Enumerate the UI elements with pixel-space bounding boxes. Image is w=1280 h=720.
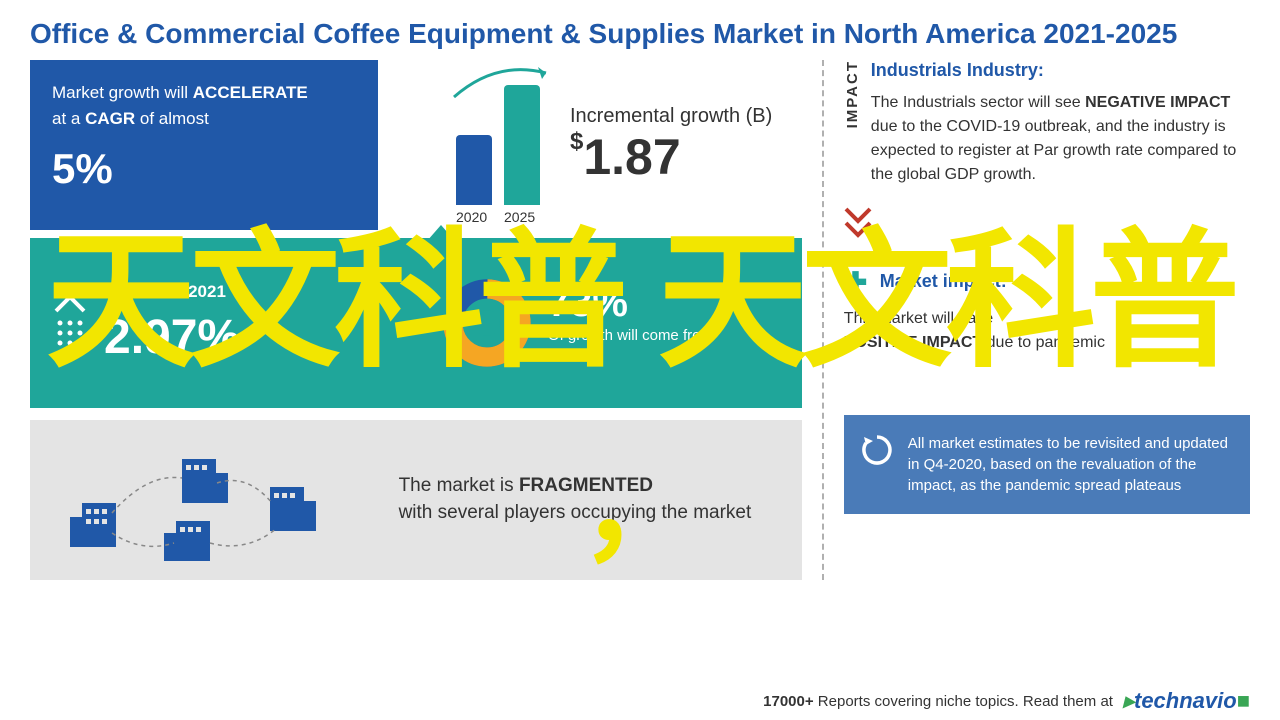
brand-name: technavio [1134,688,1237,713]
fragmented-panel: The market is FRAGMENTED with several pl… [30,420,802,580]
currency-symbol: $ [570,128,583,155]
us-text-lines: Of growth will come from US [548,326,713,365]
impact-label-rotated: IMPACT [844,60,861,128]
incremental-growth-panel: 2020 2025 Incremental growth (B) $1.87 [386,60,802,230]
ind-body-2: due to the COVID-19 outbreak, and the in… [871,118,1237,183]
mkt-body-2: due to pandemic [987,334,1105,351]
us-line2: US [548,347,569,364]
us-share-text: 73% Of growth will come from US [548,281,713,365]
cagr-line2: at a [52,109,80,128]
page-title: Office & Commercial Coffee Equipment & S… [0,0,1280,60]
main-content: Market growth will ACCELERATE at a CAGR … [0,60,1280,580]
ind-negative: NEGATIVE IMPACT [1085,94,1230,111]
industry-title: Industrials Industry: [871,60,1250,81]
bar-label-2020: 2020 [456,209,487,225]
estimate-note-panel: All market estimates to be revisited and… [844,415,1250,514]
growth-for-label: Growth for 2021 [104,282,442,302]
cagr-line3: of almost [140,109,209,128]
left-column: Market growth will ACCELERATE at a CAGR … [30,60,802,580]
bar-label-2025: 2025 [504,209,535,225]
gf-prefix: Growth for [104,282,183,301]
incremental-text: Incremental growth (B) $1.87 [570,105,772,186]
market-impact-title: Market impact: [880,271,1007,291]
industry-block: Industrials Industry: The Industrials se… [871,60,1250,187]
ind-body-1: The Industrials sector will see [871,94,1081,111]
growth-for-block: Growth for 2021 2.97% [104,282,442,365]
note-text: All market estimates to be revisited and… [908,433,1234,496]
row-cagr-growth: Market growth will ACCELERATE at a CAGR … [30,60,802,230]
footer: 17000+ Reports covering niche topics. Re… [763,688,1250,714]
fragmented-text: The market is FRAGMENTED with several pl… [399,473,780,526]
cagr-panel: Market growth will ACCELERATE at a CAGR … [30,60,378,230]
inc-growth-label: Incremental growth (B) [570,105,772,128]
us-share-block: 73% Of growth will come from US [442,278,780,368]
chevron-down-icon [844,205,1250,252]
chevron-up-icon [52,291,88,356]
plus-icon: ✚ [844,267,867,298]
us-line1: Of growth will come from [548,327,713,344]
refresh-icon [860,433,894,467]
buildings-icon [52,433,399,568]
growth-for-value: 2.97% [104,310,442,365]
frag-prefix: The market is [399,475,514,496]
bar-2020: 2020 [456,135,492,205]
footer-tagline: Reports covering niche topics. Read them… [818,693,1113,710]
footer-count: 17000+ [763,693,813,710]
frag-suffix: with several players occupying the marke… [399,502,752,523]
bar-chart: 2020 2025 [456,85,540,205]
growth-amount: 1.87 [583,129,680,185]
frag-keyword: FRAGMENTED [519,475,653,496]
market-impact-block: ✚ Market impact: This market will have P… [844,266,1250,355]
cagr-text: Market growth will ACCELERATE at a CAGR … [52,80,356,131]
us-pct: 73% [548,281,713,326]
right-column: IMPACT Industrials Industry: The Industr… [822,60,1250,580]
mkt-body-1: This market will have [844,310,993,327]
cagr-line1: Market growth will [52,83,188,102]
mkt-positive: POSITIVE IMPACT [844,334,982,351]
cagr-word: CAGR [85,109,135,128]
cagr-accelerate: ACCELERATE [193,83,308,102]
impact-section: IMPACT Industrials Industry: The Industr… [844,60,1250,187]
market-impact-body: This market will have POSITIVE IMPACT du… [844,307,1250,355]
technavio-logo: ▸technavio■ [1123,688,1250,714]
cagr-value: 5% [52,145,356,193]
industry-body: The Industrials sector will see NEGATIVE… [871,91,1250,187]
footer-text: 17000+ Reports covering niche topics. Re… [763,693,1113,710]
gf-year: 2021 [188,282,226,301]
bar-2025: 2025 [504,85,540,205]
inc-growth-value: $1.87 [570,128,772,186]
